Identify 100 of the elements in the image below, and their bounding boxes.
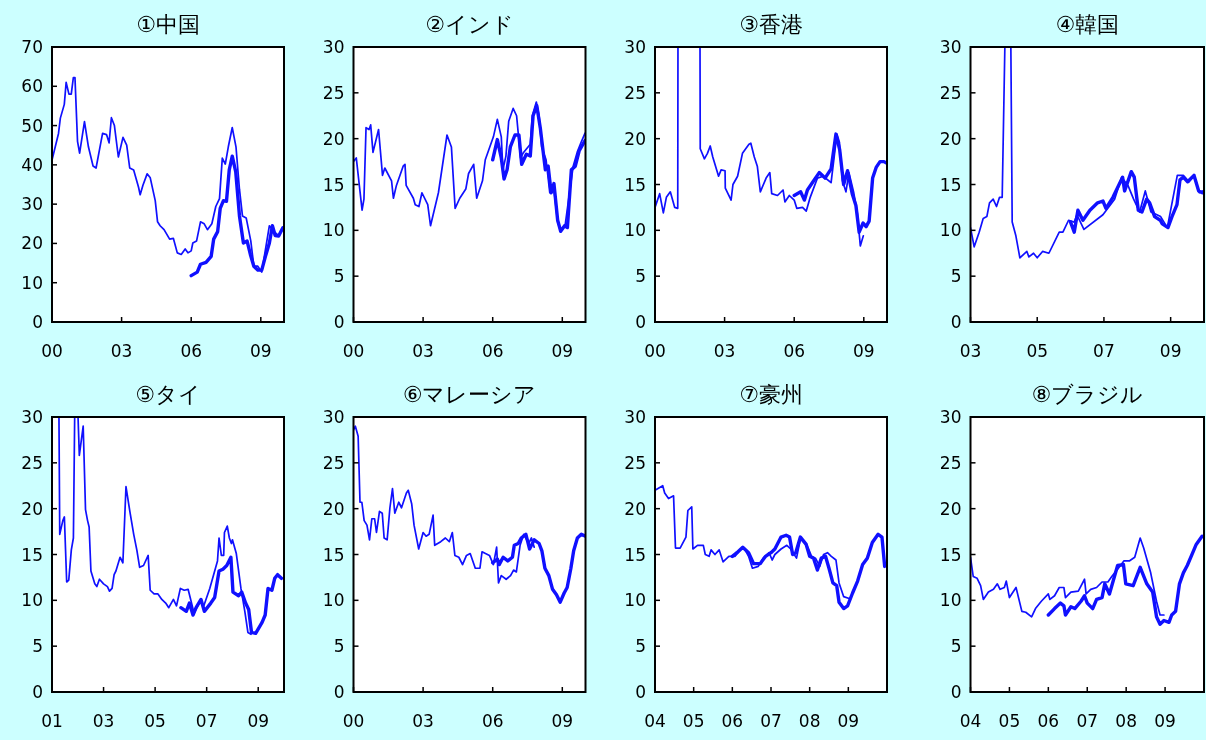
y-tick-label: 70 bbox=[21, 37, 43, 57]
x-tick-label: 01 bbox=[41, 711, 63, 731]
y-tick-label: 15 bbox=[624, 174, 646, 195]
y-tick-label: 30 bbox=[624, 37, 646, 57]
x-tick-label: 06 bbox=[481, 341, 504, 361]
y-tick-label: 25 bbox=[939, 452, 962, 473]
x-tick-label: 09 bbox=[249, 341, 272, 361]
y-tick-label: 5 bbox=[635, 636, 646, 657]
y-tick-label: 0 bbox=[32, 312, 43, 332]
y-tick-label: 0 bbox=[950, 312, 962, 332]
x-tick-label: 00 bbox=[342, 711, 365, 731]
y-tick-label: 30 bbox=[939, 407, 962, 427]
x-tick-label: 05 bbox=[682, 711, 705, 731]
y-tick-label: 25 bbox=[939, 82, 962, 103]
x-tick-label: 00 bbox=[41, 341, 63, 361]
y-tick-label: 25 bbox=[624, 82, 646, 103]
x-tick-label: 00 bbox=[644, 341, 666, 361]
y-tick-label: 5 bbox=[333, 636, 345, 657]
x-tick-label: 06 bbox=[180, 341, 203, 361]
x-tick-label: 09 bbox=[1154, 711, 1176, 731]
y-tick-label: 0 bbox=[333, 682, 345, 702]
y-tick-label: 25 bbox=[322, 82, 345, 103]
y-tick-label: 60 bbox=[21, 76, 43, 97]
y-tick-label: 5 bbox=[950, 636, 962, 657]
y-tick-label: 25 bbox=[21, 452, 43, 473]
x-tick-label: 03 bbox=[110, 341, 133, 361]
x-tick-label: 08 bbox=[1115, 711, 1137, 731]
y-tick-label: 10 bbox=[624, 590, 646, 611]
x-tick-label: 09 bbox=[852, 341, 875, 361]
x-tick-label: 06 bbox=[1037, 711, 1060, 731]
y-tick-label: 20 bbox=[939, 498, 962, 519]
y-tick-label: 20 bbox=[21, 498, 43, 519]
x-tick-label: 05 bbox=[1026, 341, 1049, 361]
y-tick-label: 40 bbox=[21, 154, 43, 175]
y-tick-label: 10 bbox=[21, 272, 43, 293]
y-tick-label: 15 bbox=[939, 174, 962, 195]
x-tick-label: 06 bbox=[481, 711, 504, 731]
x-tick-label: 09 bbox=[837, 711, 860, 731]
x-tick-label: 06 bbox=[721, 711, 744, 731]
x-tick-label: 04 bbox=[644, 711, 666, 731]
x-tick-label: 09 bbox=[551, 341, 574, 361]
y-tick-label: 0 bbox=[333, 312, 345, 332]
y-tick-label: 30 bbox=[322, 37, 345, 57]
y-tick-label: 10 bbox=[322, 220, 345, 241]
y-tick-label: 10 bbox=[322, 590, 345, 611]
x-tick-label: 03 bbox=[412, 711, 434, 731]
x-tick-label: 09 bbox=[247, 711, 270, 731]
x-tick-label: 04 bbox=[959, 711, 982, 731]
x-tick-label: 07 bbox=[1076, 711, 1099, 731]
y-tick-label: 20 bbox=[322, 498, 345, 519]
y-tick-label: 5 bbox=[950, 266, 962, 287]
x-tick-label: 05 bbox=[998, 711, 1021, 731]
y-tick-label: 15 bbox=[21, 544, 43, 565]
x-tick-label: 05 bbox=[144, 711, 166, 731]
y-tick-label: 15 bbox=[624, 544, 646, 565]
x-tick-label: 03 bbox=[959, 341, 982, 361]
x-tick-label: 09 bbox=[1159, 341, 1182, 361]
y-tick-label: 5 bbox=[333, 266, 345, 287]
x-tick-label: 07 bbox=[1093, 341, 1115, 361]
y-tick-label: 25 bbox=[624, 452, 646, 473]
chart-title: ④韓国 bbox=[1055, 12, 1120, 37]
y-tick-label: 0 bbox=[950, 682, 962, 702]
x-tick-label: 07 bbox=[760, 711, 782, 731]
y-tick-label: 0 bbox=[635, 312, 646, 332]
y-tick-label: 30 bbox=[939, 37, 962, 57]
y-tick-label: 5 bbox=[635, 266, 646, 287]
y-tick-label: 15 bbox=[322, 544, 345, 565]
x-tick-label: 09 bbox=[551, 711, 574, 731]
y-tick-label: 15 bbox=[322, 174, 345, 195]
y-tick-label: 0 bbox=[635, 682, 646, 702]
x-tick-label: 00 bbox=[342, 341, 365, 361]
y-tick-label: 10 bbox=[939, 220, 962, 241]
chart-title: ③香港 bbox=[739, 12, 803, 37]
y-tick-label: 50 bbox=[21, 115, 43, 136]
chart-title: ⑦豪州 bbox=[739, 382, 803, 407]
x-tick-label: 08 bbox=[798, 711, 821, 731]
y-tick-label: 15 bbox=[939, 544, 962, 565]
y-tick-label: 20 bbox=[21, 233, 43, 254]
y-tick-label: 10 bbox=[21, 590, 43, 611]
chart-title: ⑤タイ bbox=[135, 382, 201, 407]
y-tick-label: 10 bbox=[939, 590, 962, 611]
x-tick-label: 03 bbox=[412, 341, 434, 361]
y-tick-label: 30 bbox=[21, 407, 43, 427]
x-tick-label: 03 bbox=[92, 711, 115, 731]
x-tick-label: 07 bbox=[195, 711, 218, 731]
y-tick-label: 5 bbox=[32, 636, 43, 657]
y-tick-label: 30 bbox=[322, 407, 345, 427]
y-tick-label: 0 bbox=[32, 682, 43, 702]
y-tick-label: 20 bbox=[624, 128, 646, 149]
x-tick-label: 06 bbox=[783, 341, 806, 361]
y-tick-label: 10 bbox=[624, 220, 646, 241]
chart-title: ②インド bbox=[425, 12, 514, 37]
y-tick-label: 20 bbox=[322, 128, 345, 149]
chart-title: ⑥マレーシア bbox=[402, 382, 537, 407]
y-tick-label: 25 bbox=[322, 452, 345, 473]
chart-title: ①中国 bbox=[136, 12, 200, 37]
y-tick-label: 20 bbox=[624, 498, 646, 519]
x-tick-label: 03 bbox=[713, 341, 736, 361]
chart-title: ⑧ブラジル bbox=[1031, 382, 1144, 407]
y-tick-label: 30 bbox=[21, 194, 43, 215]
